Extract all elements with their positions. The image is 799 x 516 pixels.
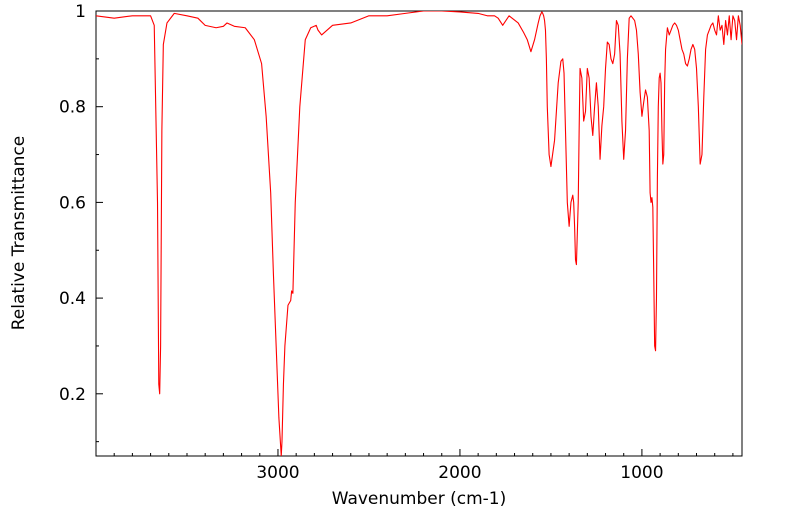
y-tick-label: 1 (75, 2, 86, 22)
y-tick-label: 0.4 (59, 289, 86, 309)
x-tick-label: 1000 (620, 463, 663, 483)
x-axis-title: Wavenumber (cm-1) (332, 489, 507, 509)
y-tick-label: 0.6 (59, 193, 86, 213)
x-tick-label: 3000 (256, 463, 299, 483)
y-axis-title: Relative Transmittance (9, 136, 29, 331)
x-tick-label: 2000 (438, 463, 481, 483)
y-tick-label: 0.8 (59, 98, 86, 118)
y-tick-label: 0.2 (59, 385, 86, 405)
spectrum-line (96, 11, 742, 456)
axis-tick-labels: 3000 2000 1000 0.2 0.4 0.6 0.8 1 (59, 2, 664, 483)
plot-frame (95, 10, 743, 457)
axis-ticks (96, 10, 734, 456)
